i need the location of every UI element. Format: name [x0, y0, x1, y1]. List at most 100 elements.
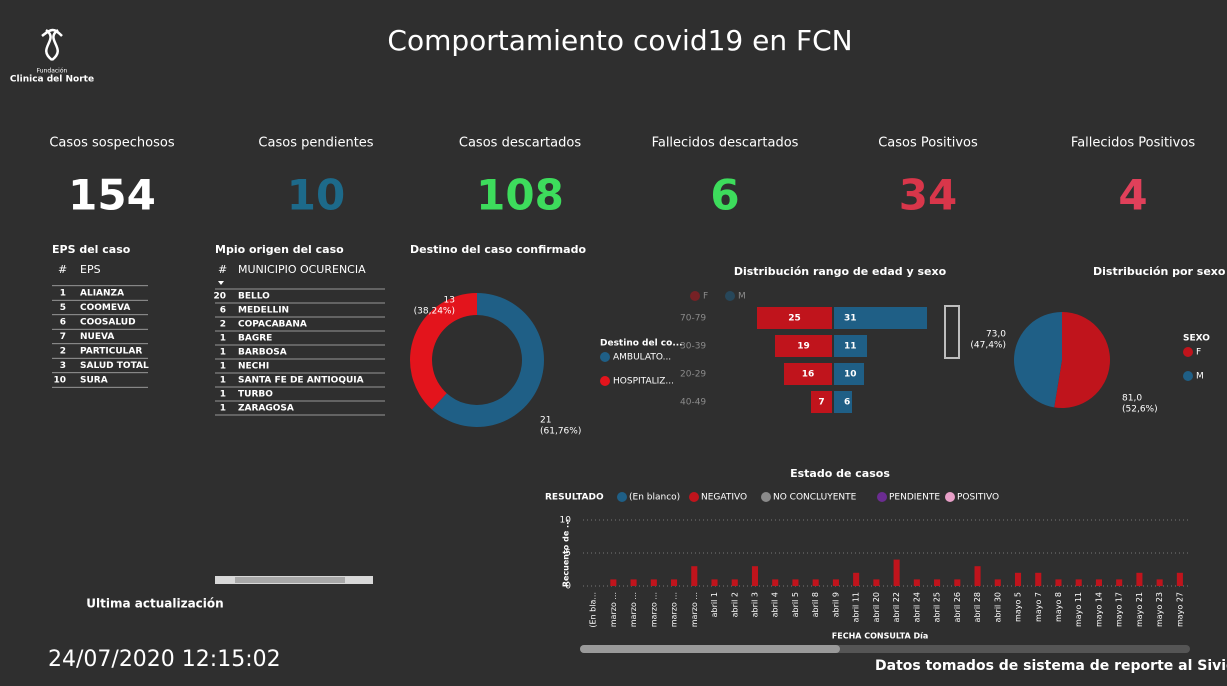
logo: Fundación Clinica del Norte: [10, 28, 94, 85]
logo-mark: [41, 28, 63, 61]
x-tick-label: abril 22: [892, 592, 901, 622]
cell-name: MEDELLIN: [238, 306, 289, 316]
cell-name: NUEVA: [80, 332, 114, 342]
chart-title: Distribución por sexo: [1093, 265, 1226, 278]
kpi-label: Casos sospechosos: [49, 136, 174, 151]
cell-name: BELLO: [238, 292, 270, 302]
kpi-value: 108: [476, 171, 564, 220]
cell-count: 1: [220, 404, 226, 414]
chart-title: Estado de casos: [790, 467, 890, 480]
cell-name: COOSALUD: [80, 318, 136, 328]
cell-count: 1: [220, 348, 226, 358]
bar: [934, 579, 941, 586]
x-tick-label: mayo 5: [1014, 592, 1023, 622]
cell-count: 2: [220, 320, 226, 330]
bar: [811, 391, 832, 413]
bar: [630, 579, 637, 586]
x-tick-label: marzo ...: [670, 592, 679, 627]
x-tick-label: abril 1: [710, 592, 719, 617]
bar: [671, 579, 678, 586]
bar: [812, 579, 819, 586]
value-label: 7: [818, 398, 824, 408]
category-label: 30-39: [680, 342, 706, 352]
bar: [691, 566, 698, 586]
bar: [974, 566, 981, 586]
bar: [1095, 579, 1102, 586]
bar: [792, 579, 799, 586]
legend-swatch: [689, 492, 699, 502]
x-tick-label: marzo ...: [690, 592, 699, 627]
kpi-value: 154: [68, 171, 156, 220]
bar: [873, 579, 880, 586]
cell-count: 6: [60, 318, 66, 328]
y-tick-label: 0: [565, 582, 571, 592]
percent-label: (61,76%): [540, 427, 581, 437]
value-label: 10: [844, 370, 857, 380]
cell-name: COPACABANA: [238, 320, 307, 330]
percent-label: (47,4%): [970, 341, 1006, 351]
kpi-label: Fallecidos Positivos: [1071, 136, 1195, 151]
legend-label: (En blanco): [629, 493, 680, 503]
bar: [1014, 572, 1022, 586]
value-label: 16: [802, 370, 815, 380]
category-label: 70-79: [680, 314, 706, 324]
table-title: EPS del caso: [52, 243, 131, 256]
legend-label: M: [738, 292, 746, 302]
category-label: 40-49: [680, 398, 706, 408]
x-tick-label: abril 3: [750, 592, 759, 617]
x-tick-label: mayo 8: [1054, 592, 1063, 622]
x-tick-label: marzo ...: [649, 592, 658, 627]
bar: [650, 579, 657, 586]
x-tick-label: abril 26: [953, 592, 962, 622]
legend-swatch: [1183, 371, 1193, 381]
legend-swatch: [617, 492, 627, 502]
legend-label: POSITIVO: [957, 493, 999, 503]
x-tick-label: (En bla...: [589, 592, 598, 628]
cell-count: 20: [213, 292, 226, 302]
legend-swatch: [761, 492, 771, 502]
bar: [751, 566, 759, 586]
scroll-thumb[interactable]: [235, 577, 345, 583]
cell-count: 6: [220, 306, 226, 316]
source-note: Datos tomados de sistema de reporte al S…: [875, 658, 1227, 674]
bar: [994, 579, 1001, 586]
column-header: MUNICIPIO OCURENCIA: [238, 263, 366, 276]
decor-bracket: [944, 305, 960, 359]
bar: [834, 335, 867, 357]
bar: [1035, 572, 1042, 586]
x-tick-label: abril 20: [872, 592, 881, 622]
x-tick-label: marzo ...: [609, 592, 618, 627]
kpi-label: Fallecidos descartados: [652, 136, 799, 151]
logo-text: Clinica del Norte: [10, 75, 94, 85]
slice: [409, 293, 477, 410]
x-tick-label: abril 28: [973, 592, 982, 622]
legend-swatch: [690, 291, 700, 301]
legend-label: M: [1196, 372, 1204, 382]
legend-label: NO CONCLUYENTE: [773, 493, 857, 503]
bar: [893, 559, 900, 586]
x-tick-label: mayo 7: [1034, 592, 1043, 622]
bar: [731, 579, 738, 586]
cell-name: SANTA FE DE ANTIOQUIA: [238, 376, 364, 386]
bar: [853, 572, 860, 586]
bar: [757, 307, 832, 329]
x-tick-label: marzo ...: [629, 592, 638, 627]
scroll-thumb[interactable]: [580, 645, 840, 653]
bar: [1136, 572, 1143, 586]
x-tick-label: abril 2: [730, 592, 739, 617]
x-tick-label: abril 8: [811, 592, 820, 617]
cell-count: 1: [220, 362, 226, 372]
x-tick-label: mayo 21: [1135, 592, 1144, 627]
x-tick-label: abril 25: [933, 592, 942, 622]
x-tick-label: mayo 17: [1115, 592, 1124, 627]
cell-count: 1: [220, 390, 226, 400]
value-label: 31: [844, 314, 857, 324]
kpi-value: 34: [899, 171, 957, 220]
bar: [775, 335, 832, 357]
legend-swatch: [877, 492, 887, 502]
kpi-value: 4: [1118, 171, 1147, 220]
cell-count: 2: [60, 347, 66, 357]
cell-name: SALUD TOTAL: [80, 361, 149, 371]
cell-count: 3: [60, 361, 66, 371]
